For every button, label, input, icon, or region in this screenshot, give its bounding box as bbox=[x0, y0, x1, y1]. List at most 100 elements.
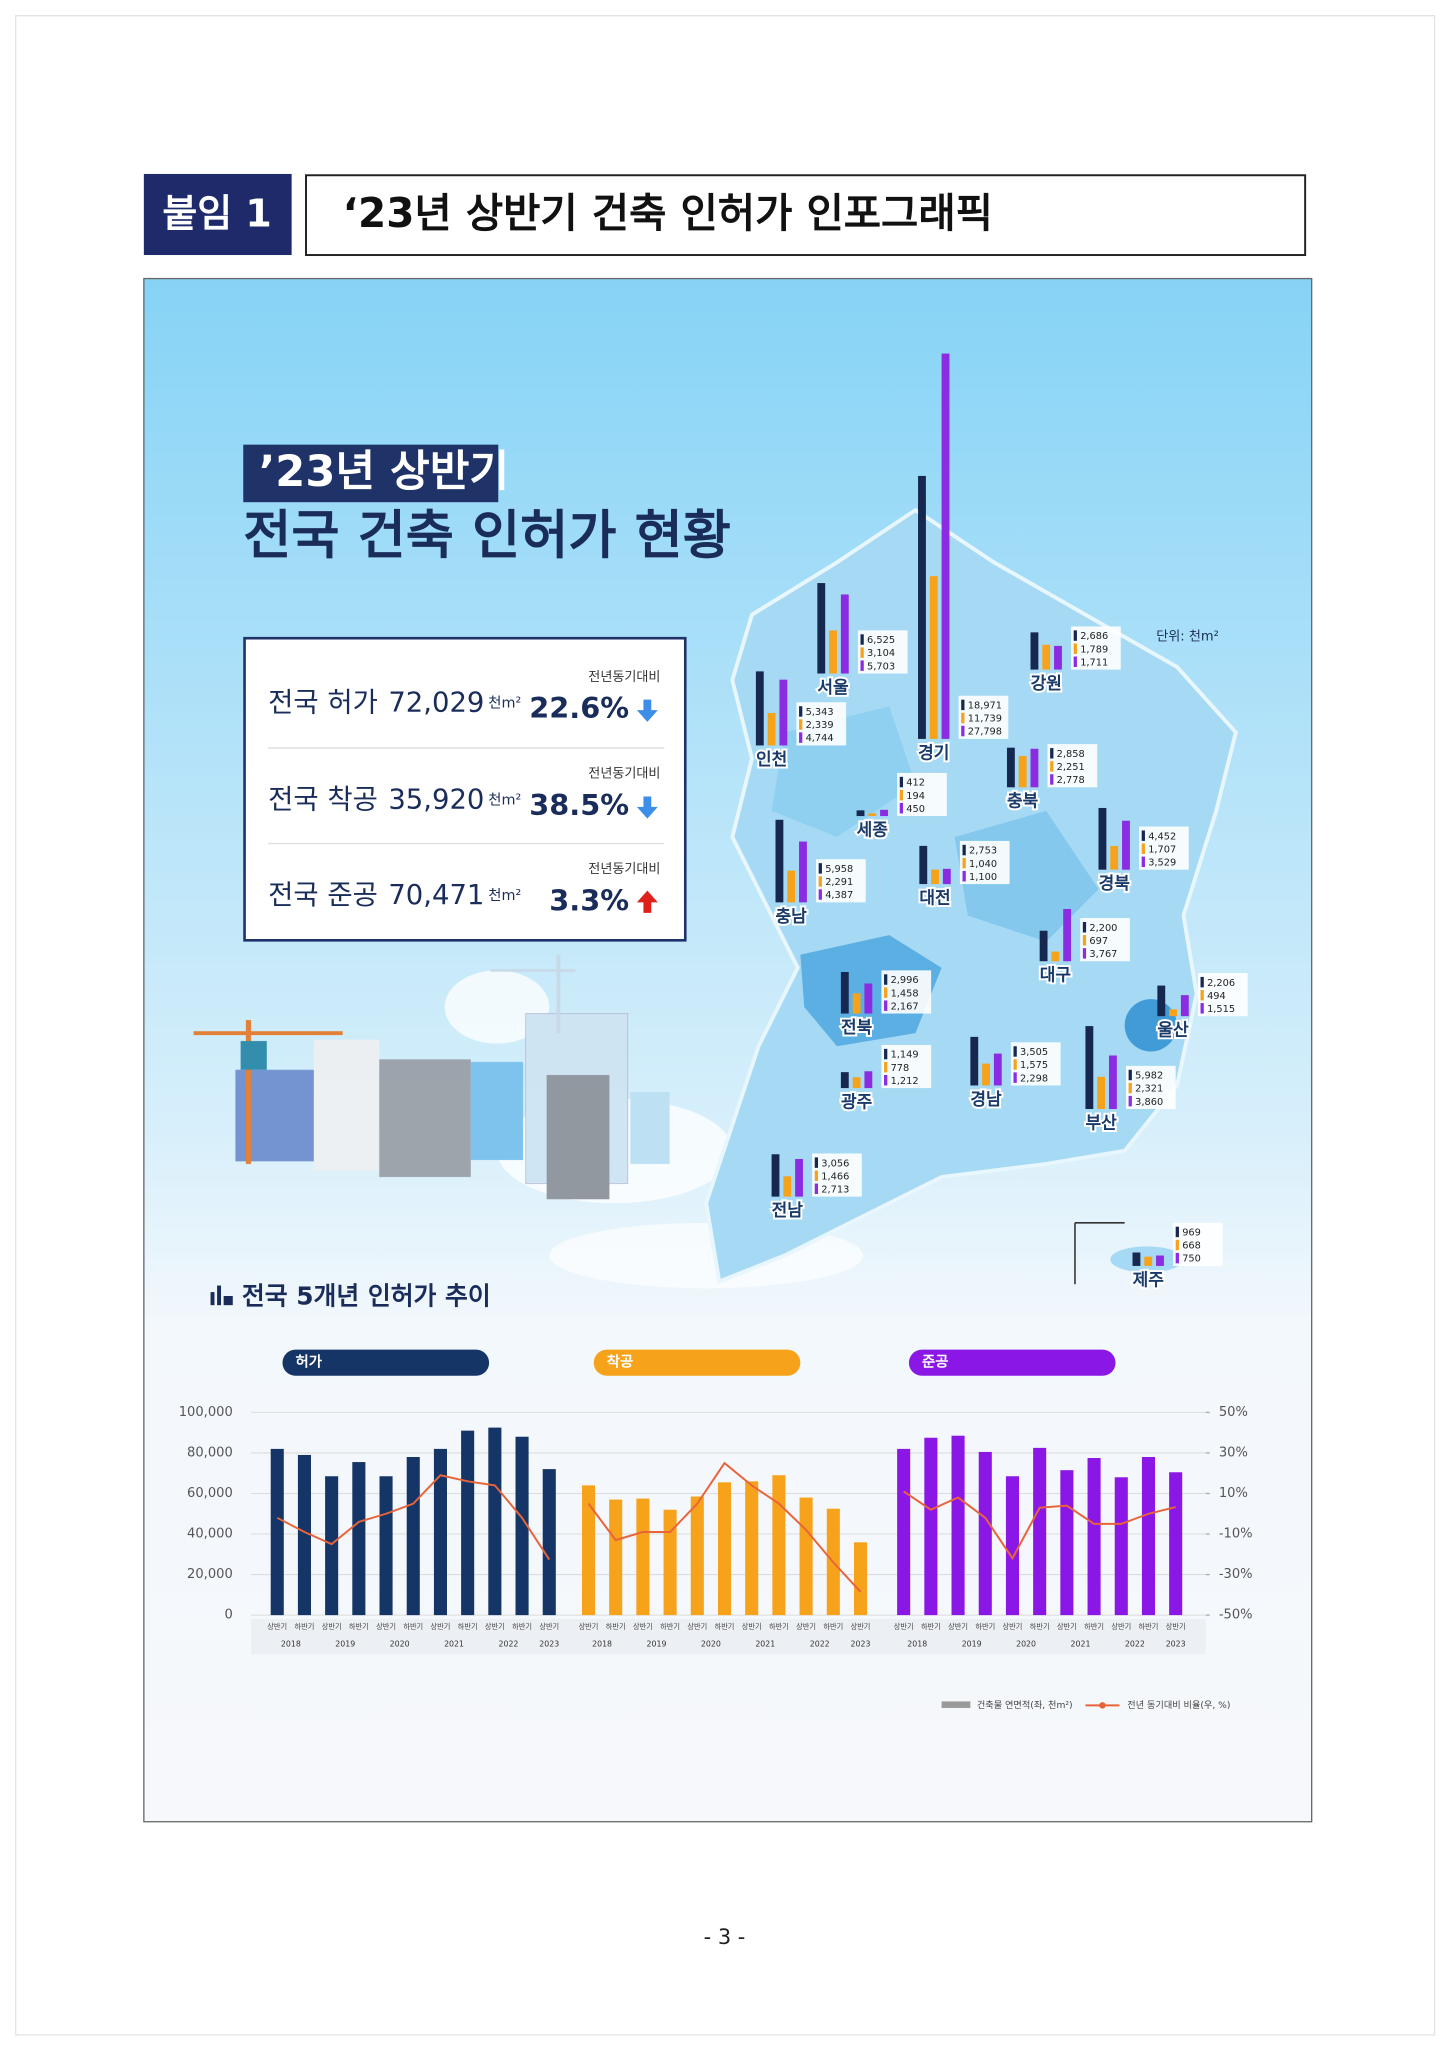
change-arrow bbox=[636, 890, 658, 913]
value-label: 2,167 bbox=[891, 1001, 919, 1012]
bar bbox=[799, 1497, 813, 1616]
y2-tick-label: -10% bbox=[1219, 1527, 1253, 1542]
value-label: 2,206 bbox=[1207, 978, 1235, 989]
value-box bbox=[1139, 826, 1189, 870]
region-bar bbox=[755, 671, 764, 746]
value-swatch bbox=[1141, 830, 1145, 841]
x-tick-label: 상반기 bbox=[687, 1622, 707, 1631]
region-name: 충남 bbox=[776, 907, 808, 927]
region-bar bbox=[931, 869, 939, 885]
value-label: 1,707 bbox=[1148, 844, 1176, 855]
value-swatch bbox=[1082, 935, 1087, 946]
x-tick-label: 하반기 bbox=[295, 1622, 315, 1631]
legend-label: 전년 동기대비 비율(우, %) bbox=[1127, 1700, 1230, 1711]
region-bar bbox=[1006, 747, 1015, 788]
x-tick-label: 하반기 bbox=[1139, 1622, 1159, 1631]
value-label: 3,056 bbox=[821, 1158, 849, 1169]
x-tick-label: 상반기 bbox=[322, 1622, 342, 1631]
summary-unit: 천m² bbox=[488, 887, 521, 904]
y-tick-label: 20,000 bbox=[187, 1567, 233, 1582]
panel-name: 준공 bbox=[922, 1354, 948, 1371]
value-label: 4,452 bbox=[1148, 831, 1176, 842]
value-label: 1,711 bbox=[1080, 657, 1108, 668]
value-swatch bbox=[1175, 1239, 1179, 1251]
region-bar bbox=[840, 1072, 849, 1089]
bar bbox=[515, 1436, 529, 1616]
value-box bbox=[1071, 626, 1121, 670]
title-box bbox=[305, 174, 1307, 257]
panel-name: 허가 bbox=[296, 1354, 323, 1371]
y-tick-label: 0 bbox=[224, 1608, 232, 1623]
x-tick-label: 하반기 bbox=[349, 1622, 369, 1631]
bar bbox=[297, 1454, 311, 1616]
trend-title: 전국 5개년 인허가 추이 bbox=[242, 1281, 491, 1310]
compare-label: 전년동기대비 bbox=[588, 767, 660, 782]
value-swatch bbox=[818, 863, 822, 874]
value-swatch bbox=[799, 732, 803, 743]
region-bar bbox=[1063, 909, 1072, 962]
x-tick-label: 상반기 bbox=[948, 1622, 968, 1631]
value-swatch bbox=[1013, 1072, 1017, 1083]
x-tick-label: 하반기 bbox=[660, 1622, 680, 1631]
x-tick-label: 하반기 bbox=[921, 1622, 941, 1631]
value-label: 3,860 bbox=[1135, 1097, 1163, 1108]
value-label: 11,739 bbox=[968, 714, 1002, 725]
x-tick-label: 하반기 bbox=[1084, 1622, 1104, 1631]
bar bbox=[951, 1435, 965, 1616]
region-bar bbox=[993, 1053, 1002, 1086]
value-label: 494 bbox=[1207, 991, 1226, 1002]
value-swatch bbox=[1141, 856, 1145, 868]
region-bar bbox=[1098, 807, 1107, 870]
region-bar bbox=[795, 1159, 803, 1197]
region-bar bbox=[1169, 1009, 1177, 1017]
panel-pill bbox=[593, 1349, 801, 1376]
value-swatch bbox=[1073, 643, 1077, 654]
year-label: 2021 bbox=[755, 1639, 775, 1648]
value-swatch bbox=[961, 725, 965, 737]
value-label: 2,298 bbox=[1020, 1073, 1048, 1084]
bar bbox=[406, 1456, 420, 1616]
value-swatch bbox=[884, 1000, 888, 1011]
region-name: 부산 bbox=[1085, 1113, 1117, 1133]
page-number: - 3 - bbox=[704, 1925, 746, 1949]
value-label: 668 bbox=[1182, 1241, 1201, 1252]
region-name: 충북 bbox=[1007, 792, 1039, 812]
value-swatch bbox=[899, 776, 904, 788]
region-bar bbox=[852, 993, 861, 1014]
legend-dot bbox=[1099, 1702, 1106, 1709]
y2-tick-label: 30% bbox=[1219, 1445, 1248, 1460]
region-bar bbox=[1180, 995, 1189, 1017]
region-bar bbox=[1042, 644, 1051, 670]
bar bbox=[772, 1475, 786, 1616]
value-swatch bbox=[899, 802, 904, 814]
bar bbox=[1169, 1472, 1183, 1616]
badge: 붙임 1 bbox=[162, 191, 271, 235]
value-label: 1,100 bbox=[969, 872, 997, 883]
value-label: 2,251 bbox=[1057, 762, 1085, 773]
value-swatch bbox=[1013, 1046, 1017, 1057]
year-label: 2020 bbox=[701, 1639, 721, 1648]
region-bar bbox=[1039, 930, 1048, 962]
value-swatch bbox=[884, 987, 888, 998]
value-swatch bbox=[884, 974, 888, 985]
change: 3.3% bbox=[549, 883, 629, 917]
bar bbox=[542, 1469, 556, 1616]
region-bar bbox=[864, 983, 873, 1014]
year-label: 2022 bbox=[498, 1639, 518, 1648]
x-tick-label: 하반기 bbox=[458, 1622, 478, 1631]
value-swatch bbox=[818, 889, 822, 900]
x-label-band bbox=[251, 1619, 1206, 1655]
compare-label: 전년동기대비 bbox=[588, 862, 660, 877]
year-label: 2020 bbox=[390, 1639, 410, 1648]
y-tick-label: 60,000 bbox=[187, 1486, 233, 1501]
x-tick-label: 하반기 bbox=[606, 1622, 626, 1631]
bar bbox=[924, 1437, 938, 1616]
region-bar bbox=[783, 1176, 792, 1197]
value-swatch bbox=[1073, 630, 1077, 641]
summary-box bbox=[243, 636, 687, 942]
value-swatch bbox=[1013, 1059, 1017, 1070]
summary-unit: 천m² bbox=[488, 695, 521, 712]
x-tick-label: 상반기 bbox=[1057, 1622, 1077, 1631]
